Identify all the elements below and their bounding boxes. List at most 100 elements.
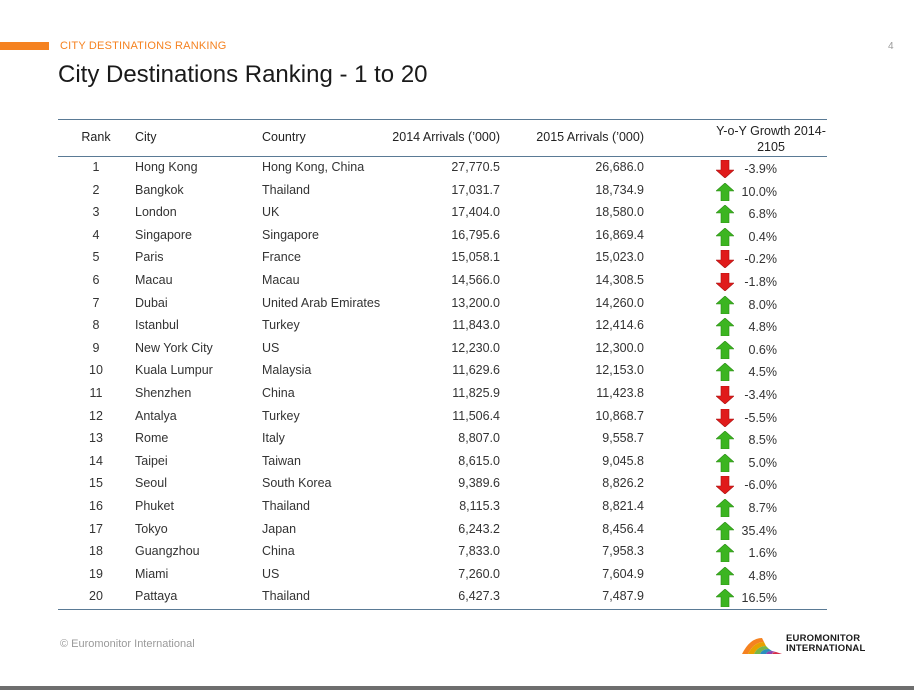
city-cell: Hong Kong <box>135 160 198 174</box>
growth-value: 4.8% <box>748 320 778 335</box>
arrow-down-icon <box>716 408 734 427</box>
country-cell: Macau <box>262 272 300 287</box>
rank-cell: 18 <box>89 544 103 559</box>
city-cell: Istanbul <box>135 318 179 333</box>
arrow-up-icon <box>716 589 734 608</box>
header-growth: Y-o-Y Growth 2014- 2105 <box>706 123 836 155</box>
header-arrivals-2015: 2015 Arrivals (’000) <box>536 130 644 144</box>
growth-value: -5.5% <box>744 410 777 425</box>
country-cell: Taiwan <box>262 453 301 468</box>
arrivals-2015-cell: 7,604.9 <box>602 566 644 581</box>
table-row: 4 Singapore Singapore 16,795.6 16,869.4 0.4% <box>58 225 827 248</box>
arrow-up-icon <box>716 544 734 563</box>
arrow-up-icon <box>716 363 734 382</box>
table-row: 12 Antalya Turkey 11,506.4 10,868.7 -5.5% <box>58 406 827 429</box>
city-cell: Guangzhou <box>135 544 200 559</box>
city-cell: Pattaya <box>135 589 178 604</box>
table-row: 10 Kuala Lumpur Malaysia 11,629.6 12,153.0 4.… <box>58 360 827 383</box>
country-cell: Thailand <box>262 498 310 513</box>
table-row: 14 Taipei Taiwan 8,615.0 9,045.8 5.0% <box>58 451 827 474</box>
country-cell: Singapore <box>262 227 319 242</box>
country-cell: Turkey <box>262 318 300 333</box>
arrow-up-icon <box>716 521 734 540</box>
page-title: City Destinations Ranking - 1 to 20 <box>58 61 428 88</box>
rank-cell: 1 <box>92 160 100 174</box>
growth-value: -3.9% <box>744 162 777 176</box>
arrivals-2014-cell: 8,615.0 <box>458 453 500 468</box>
table-body: 1 Hong Kong Hong Kong, China 27,770.5 26,686… <box>58 157 827 609</box>
growth-value: 0.6% <box>748 342 778 357</box>
rank-cell: 17 <box>89 521 103 536</box>
rank-cell: 2 <box>92 182 100 197</box>
arrow-up-icon <box>716 566 734 585</box>
growth-value: 35.4% <box>741 523 777 538</box>
rank-cell: 7 <box>92 295 100 310</box>
arrivals-2015-cell: 9,045.8 <box>602 453 644 468</box>
bottom-rule <box>0 686 914 690</box>
arrivals-2015-cell: 8,826.2 <box>602 476 644 491</box>
city-cell: Kuala Lumpur <box>135 363 213 378</box>
logo-stripes-icon <box>742 638 782 654</box>
city-cell: Shenzhen <box>135 385 192 400</box>
arrivals-2015-cell: 26,686.0 <box>595 160 644 174</box>
arrivals-2014-cell: 12,230.0 <box>451 340 500 355</box>
rank-cell: 10 <box>89 363 103 378</box>
arrivals-2015-cell: 10,868.7 <box>595 408 644 423</box>
arrow-up-icon <box>716 182 734 201</box>
rank-cell: 15 <box>89 476 103 491</box>
arrivals-2014-cell: 11,629.6 <box>452 363 500 378</box>
arrivals-2015-cell: 7,958.3 <box>602 544 644 559</box>
table-row: 15 Seoul South Korea 9,389.6 8,826.2 -6.0% <box>58 473 827 496</box>
growth-value: 4.8% <box>748 568 778 583</box>
growth-value: 5.0% <box>748 455 778 470</box>
rank-cell: 12 <box>89 408 103 423</box>
header-arrivals-2014: 2014 Arrivals (’000) <box>392 130 500 144</box>
city-cell: Rome <box>135 431 169 446</box>
country-cell: China <box>262 544 295 559</box>
table-row: 20 Pattaya Thailand 6,427.3 7,487.9 16.5% <box>58 586 827 609</box>
arrow-down-icon <box>716 476 734 495</box>
arrow-up-icon <box>716 340 734 359</box>
accent-bar <box>0 42 49 50</box>
arrivals-2015-cell: 8,456.4 <box>602 521 644 536</box>
table-row: 11 Shenzhen China 11,825.9 11,423.8 -3.4% <box>58 383 827 406</box>
header-country: Country <box>262 130 306 144</box>
rank-cell: 11 <box>89 385 103 400</box>
table-header: Rank City Country 2014 Arrivals (’000) 2… <box>58 120 827 156</box>
arrivals-2014-cell: 8,115.3 <box>459 498 500 513</box>
growth-value: 8.5% <box>748 433 778 448</box>
table-top-rule <box>58 119 827 120</box>
page-number: 4 <box>888 41 894 52</box>
growth-value: -6.0% <box>744 478 777 493</box>
table-row: 9 New York City US 12,230.0 12,300.0 0.6% <box>58 338 827 361</box>
country-cell: US <box>262 566 280 581</box>
growth-value: 6.8% <box>748 207 778 222</box>
header-rank: Rank <box>81 130 111 144</box>
euromonitor-logo: EUROMONITOR INTERNATIONAL <box>742 632 865 658</box>
header-city: City <box>135 130 157 144</box>
country-cell: Thailand <box>262 589 310 604</box>
city-cell: London <box>135 205 177 220</box>
arrow-up-icon <box>716 205 734 224</box>
rank-cell: 5 <box>92 250 100 265</box>
copyright: © Euromonitor International <box>60 638 195 650</box>
table-row: 18 Guangzhou China 7,833.0 7,958.3 1.6% <box>58 541 827 564</box>
table-row: 16 Phuket Thailand 8,115.3 8,821.4 8.7% <box>58 496 827 519</box>
arrow-up-icon <box>716 431 734 450</box>
arrivals-2014-cell: 9,389.6 <box>458 476 500 491</box>
country-cell: France <box>262 250 301 265</box>
rank-cell: 14 <box>89 453 103 468</box>
rank-cell: 9 <box>92 340 100 355</box>
section-label: CITY DESTINATIONS RANKING <box>60 40 227 52</box>
rank-cell: 3 <box>92 205 100 220</box>
logo-line1: EUROMONITOR <box>786 633 861 644</box>
arrivals-2014-cell: 6,243.2 <box>458 521 500 536</box>
rank-cell: 19 <box>89 566 103 581</box>
growth-value: 4.5% <box>748 365 778 380</box>
city-cell: Miami <box>135 566 169 581</box>
arrivals-2014-cell: 14,566.0 <box>451 272 500 287</box>
table-row: 3 London UK 17,404.0 18,580.0 6.8% <box>58 202 827 225</box>
arrivals-2015-cell: 18,734.9 <box>595 182 644 197</box>
growth-value: 0.4% <box>748 229 778 244</box>
ranking-table: Rank City Country 2014 Arrivals (’000) 2… <box>58 119 827 610</box>
